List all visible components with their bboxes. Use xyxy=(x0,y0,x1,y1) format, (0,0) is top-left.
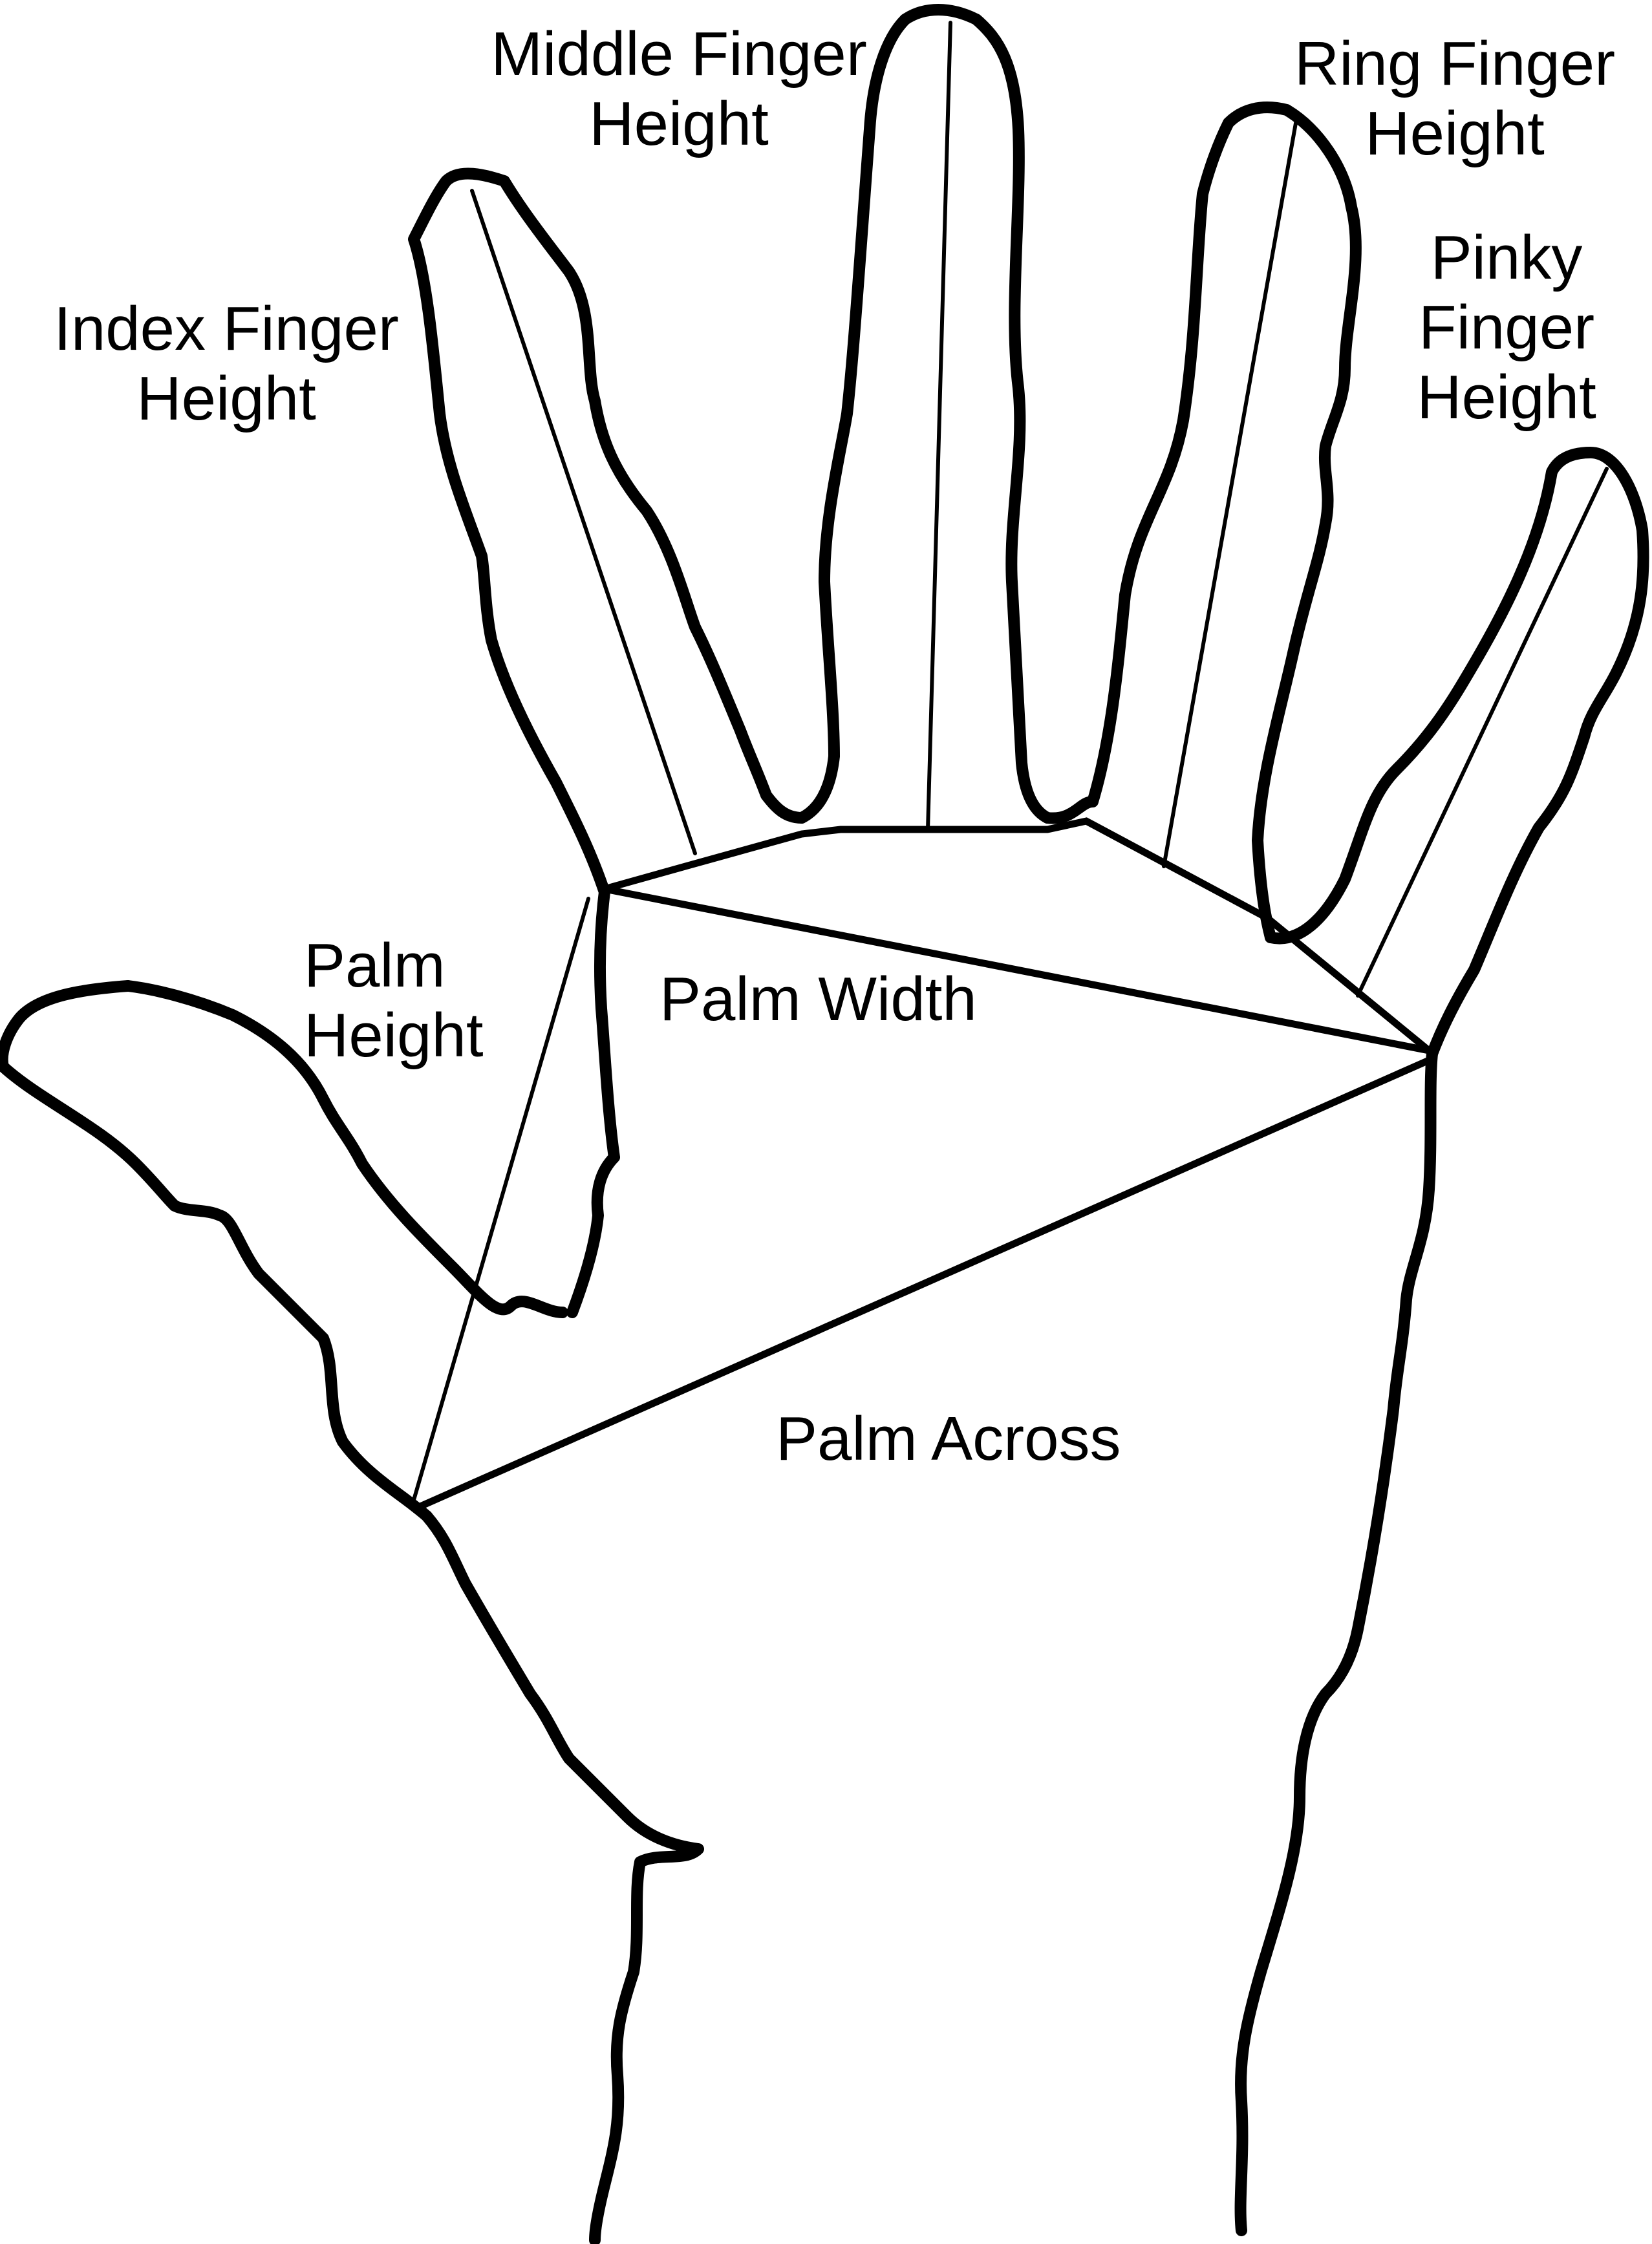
palm-across-label-text: Palm Across xyxy=(776,1404,1121,1473)
ring-finger-label: Ring Finger Height xyxy=(1274,29,1636,169)
pinky-finger-outline xyxy=(1265,447,1649,1060)
wrist-left-outline xyxy=(421,1510,704,2244)
index-finger-label-line2: Height xyxy=(136,364,316,433)
ring-finger-label-line1: Ring Finger xyxy=(1294,29,1616,98)
index-finger-label-line1: Index Finger xyxy=(54,294,399,363)
ring-finger-height-line xyxy=(1162,118,1298,868)
palm-height-label-line1: Palm xyxy=(304,931,445,1000)
palm-width-label: Palm Width xyxy=(660,965,1047,1034)
middle-finger-label-line1: Middle Finger xyxy=(491,19,867,89)
palm-width-label-text: Palm Width xyxy=(660,965,977,1034)
palm-height-label-line2: Height xyxy=(304,1001,484,1070)
finger-base-line xyxy=(601,817,1433,1054)
ring-finger-label-line2: Height xyxy=(1365,99,1545,168)
palm-height-line xyxy=(412,897,590,1502)
palm-width-line xyxy=(601,885,1433,1054)
palm-across-line xyxy=(416,1056,1433,1510)
ring-finger-outline xyxy=(1042,102,1362,943)
palm-height-label: Palm Height xyxy=(304,931,517,1071)
pinky-finger-label-line3: Height xyxy=(1417,363,1596,432)
pinky-finger-label-line2: Finger xyxy=(1418,293,1595,362)
wrist-right-outline xyxy=(1234,1048,1438,2236)
middle-finger-label: Middle Finger Height xyxy=(478,19,879,159)
index-finger-label: Index Finger Height xyxy=(26,294,427,434)
pinky-finger-label: Pinky Finger Height xyxy=(1384,223,1629,433)
pinky-finger-label-line1: Pinky xyxy=(1430,223,1583,292)
palm-across-label: Palm Across xyxy=(776,1404,1190,1474)
thumb-inner-outline xyxy=(122,980,568,1318)
thumb-outline xyxy=(0,980,433,1522)
index-finger-height-line xyxy=(470,189,697,855)
middle-finger-outline xyxy=(796,4,1053,824)
middle-finger-height-line xyxy=(926,21,952,831)
pinky-finger-height-line xyxy=(1356,467,1609,998)
index-finger-outline xyxy=(408,167,808,1318)
middle-finger-label-line2: Height xyxy=(589,89,769,158)
